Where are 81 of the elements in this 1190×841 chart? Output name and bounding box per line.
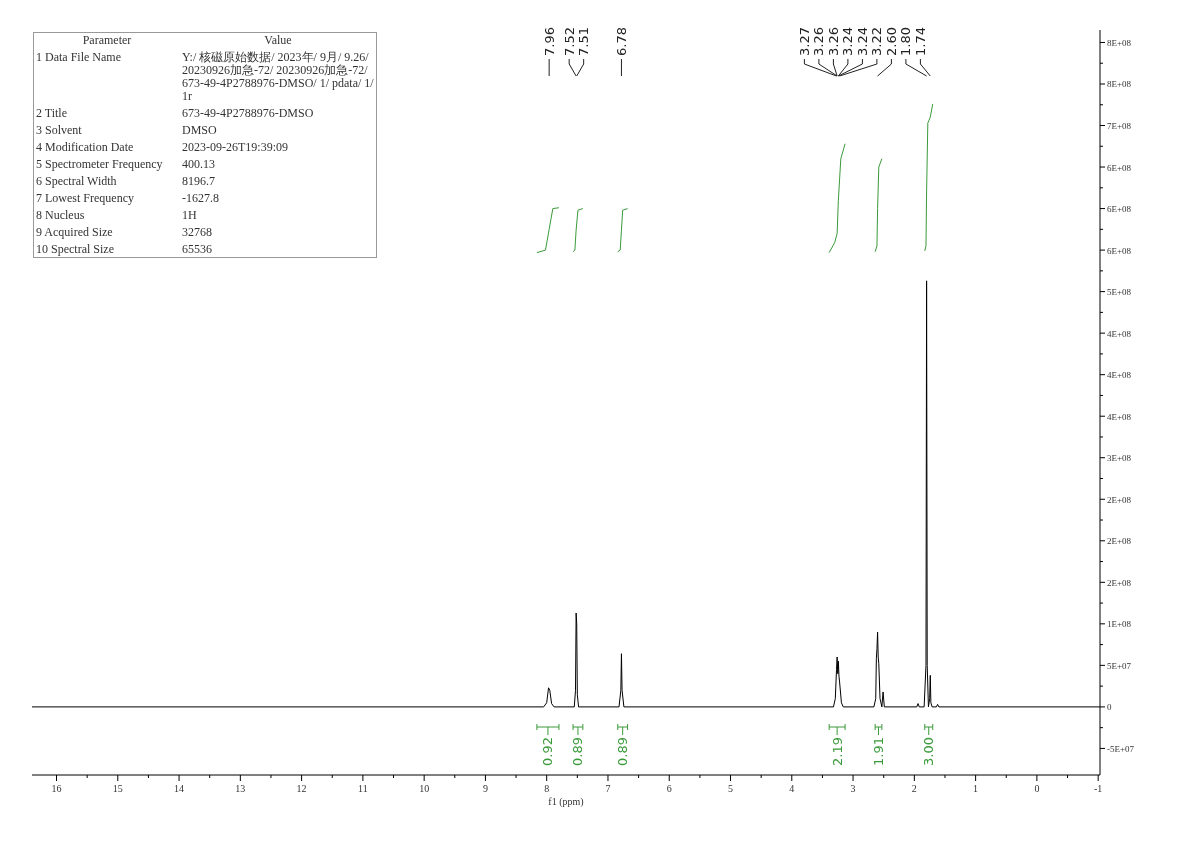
peak-label: 6.78 xyxy=(613,27,629,77)
y-tick-label: 7E+08 xyxy=(1107,121,1132,132)
annotation: 3 Solvent xyxy=(35,122,83,138)
x-tick-label: 15 xyxy=(112,783,123,794)
annotation: 9 Acquired Size xyxy=(35,224,114,240)
legend-label: 0.89 xyxy=(570,737,586,766)
x-tick-label: 6 xyxy=(666,783,672,794)
annotation: 5 Spectrometer Frequency xyxy=(35,156,164,172)
y-tick-label: 8E+08 xyxy=(1107,79,1132,90)
annotation: Y:/ 核磁原始数据/ 2023年/ 9月/ 9.26/ 20230926加急-72/ 20230926加急-72/ 673-49-4P2788976-DMSO/ 1/ pdata/ 1/ 1r xyxy=(181,49,375,104)
x-tick-label: 9 xyxy=(482,783,488,794)
peak-label: 7.52 xyxy=(561,27,577,77)
x-tick-label: 2 xyxy=(911,783,917,794)
x-tick-label: 3 xyxy=(850,783,856,794)
x-tick-label: -1 xyxy=(1093,783,1103,794)
annotation: 7.52 xyxy=(561,27,577,56)
annotation: 3.26 xyxy=(811,27,827,56)
legend-label: 1.91 xyxy=(871,737,886,766)
annotation: 2 Title xyxy=(35,105,69,121)
peak-label: 7.96 xyxy=(541,27,557,77)
annotation: Parameter xyxy=(81,33,133,48)
x-tick-label: 14 xyxy=(174,783,185,794)
annotation: 1 Data File Name xyxy=(35,49,122,66)
legend-label: 0.92 xyxy=(540,737,556,766)
annotation: 1.74 xyxy=(912,27,928,56)
annotation: 6.78 xyxy=(613,27,629,56)
annotation: 2023-09-26T19:39:09 xyxy=(181,139,289,155)
annotation: 32768 xyxy=(181,224,213,240)
y-tick-label: 6E+08 xyxy=(1107,204,1132,215)
legend-label: 2.19 xyxy=(829,737,845,766)
x-tick-label: 13 xyxy=(235,783,246,794)
y-tick-label: 4E+08 xyxy=(1107,411,1132,422)
y-tick-label: 2E+08 xyxy=(1107,536,1132,547)
annotation: 3.27 xyxy=(796,27,812,56)
annotation: 7.51 xyxy=(576,27,592,56)
x-tick-label: 12 xyxy=(296,783,307,794)
y-tick-label: 6E+08 xyxy=(1107,162,1132,173)
legend-label: 0.89 xyxy=(615,737,631,766)
annotation: 6 Spectral Width xyxy=(35,173,118,189)
annotation: Value xyxy=(263,33,293,48)
y-tick-label: 8E+08 xyxy=(1107,37,1132,48)
peak-label: 1.74 xyxy=(912,27,931,77)
x-tick-label: 1 xyxy=(973,783,979,794)
y-tick-label: 5E+08 xyxy=(1107,287,1132,298)
x-tick-label: 5 xyxy=(728,783,734,794)
y-tick-label: 2E+08 xyxy=(1107,577,1132,588)
annotation: 3.24 xyxy=(854,27,870,56)
annotation: 65536 xyxy=(181,241,213,257)
x-tick-label: 0 xyxy=(1034,783,1040,794)
peak-label: 7.51 xyxy=(576,27,592,77)
annotation: 1H xyxy=(181,207,198,223)
annotation: 673-49-4P2788976-DMSO xyxy=(181,105,315,121)
annotation: DMSO xyxy=(181,122,218,138)
y-tick-label: 6E+08 xyxy=(1107,245,1132,256)
x-tick-label: 4 xyxy=(789,783,795,794)
y-tick-label: 2E+08 xyxy=(1107,494,1132,505)
y-tick-label: 4E+08 xyxy=(1107,328,1132,339)
annotation: 8 Nucleus xyxy=(35,207,86,223)
annotation: 8196.7 xyxy=(181,173,216,189)
x-tick-label: 11 xyxy=(358,783,368,794)
y-tick-label: 4E+08 xyxy=(1107,370,1132,381)
y-tick-label: 3E+08 xyxy=(1107,453,1132,464)
y-tick-label: 0 xyxy=(1107,702,1112,713)
y-tick-label: 5E+07 xyxy=(1107,660,1132,671)
y-tick-label: 1E+08 xyxy=(1107,619,1132,630)
annotation: 10 Spectral Size xyxy=(35,241,115,257)
annotation: 1.80 xyxy=(898,27,914,56)
annotation: 7.96 xyxy=(541,27,557,56)
x-tick-label: 7 xyxy=(605,783,611,794)
annotation: 3.24 xyxy=(840,27,856,56)
x-axis-title: f1 (ppm) xyxy=(548,796,584,808)
annotation: -1627.8 xyxy=(181,190,220,206)
x-tick-label: 8 xyxy=(544,783,550,794)
annotation: 2.60 xyxy=(883,27,899,56)
annotation: 7 Lowest Frequency xyxy=(35,190,135,206)
y-tick-label: -5E+07 xyxy=(1107,743,1135,754)
legend-label: 3.00 xyxy=(921,737,937,766)
x-tick-label: 10 xyxy=(419,783,430,794)
annotation: 4 Modification Date xyxy=(35,139,135,155)
annotation: 400.13 xyxy=(181,156,216,172)
x-tick-label: 16 xyxy=(51,783,62,794)
